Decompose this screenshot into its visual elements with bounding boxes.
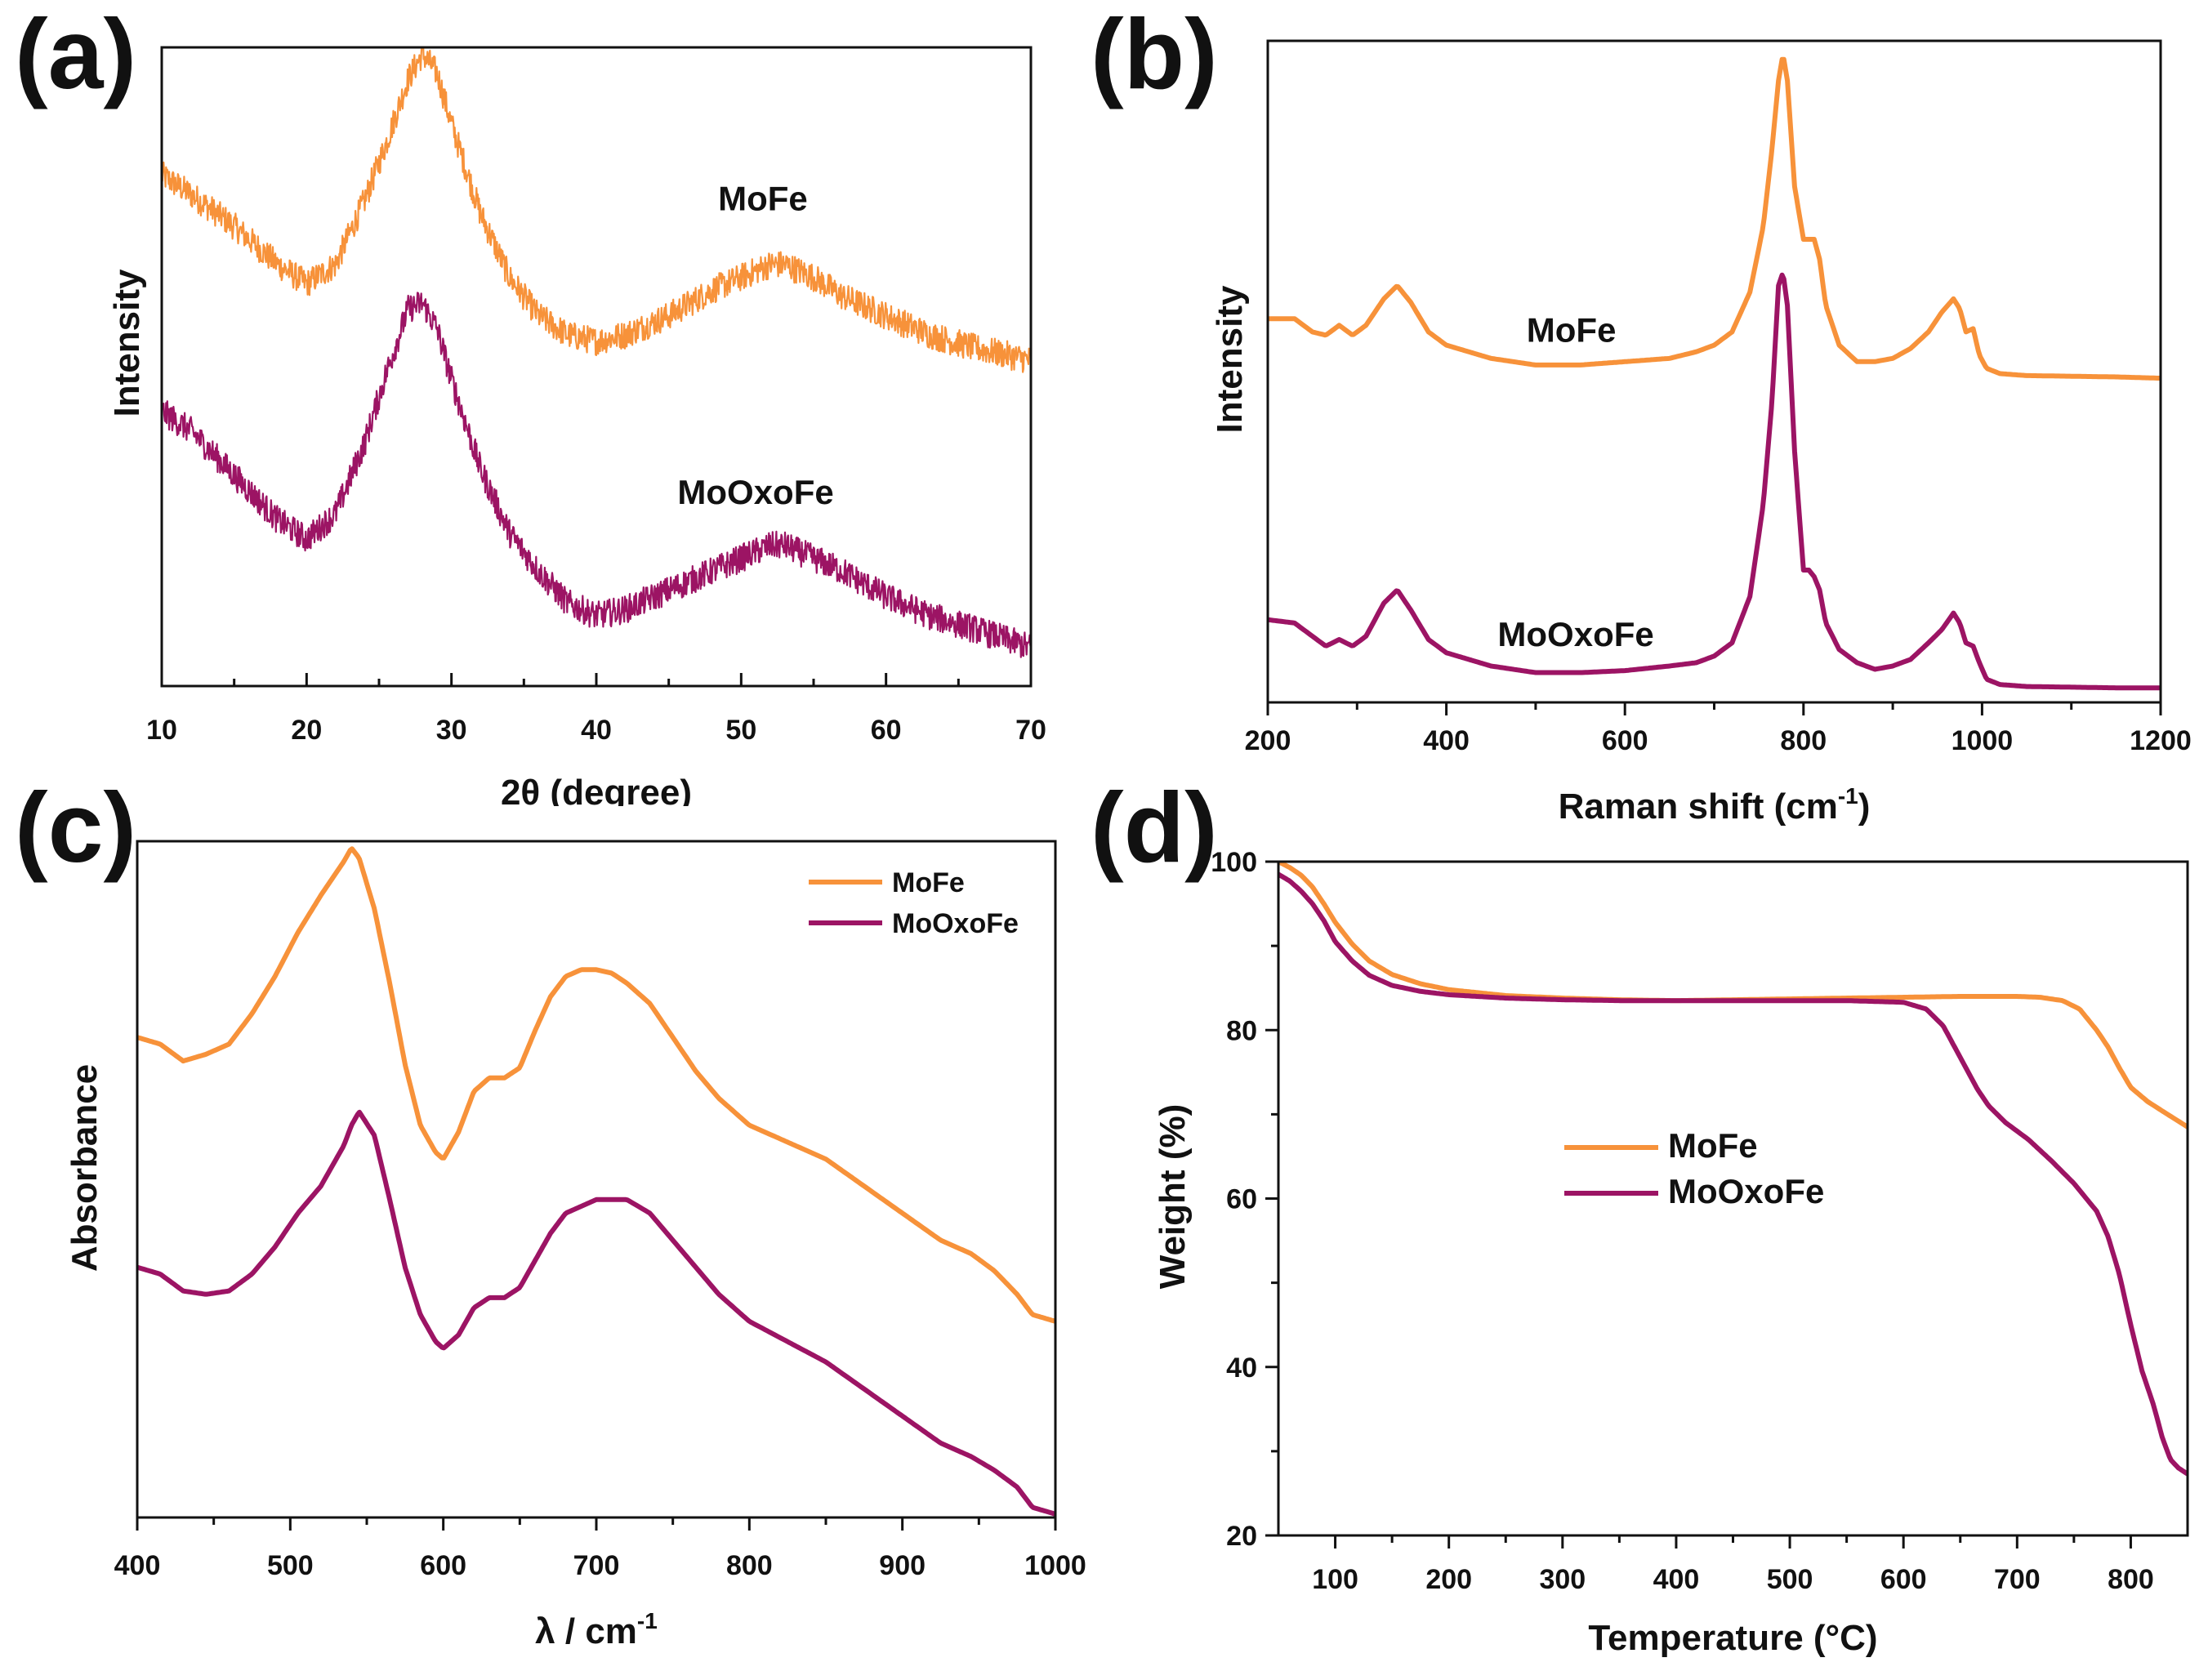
y-axis-label: Absorbance — [65, 1064, 105, 1272]
x-tick-label: 40 — [581, 715, 612, 746]
panel-a: (a) 10 20 30 40 50 60 70 2θ (degree) Intensity MoF… — [15, 0, 1064, 831]
x-tick-label: 900 — [879, 1550, 926, 1581]
y-axis-label: Weight (%) — [1153, 1104, 1193, 1290]
x-tick-label: 60 — [871, 715, 902, 746]
panel-b: (b) 200 400 600 800 1000 1200 Raman shift (cm-1… — [1091, 0, 2192, 827]
legend-label: MoFe — [892, 867, 965, 898]
x-tick-label: 30 — [436, 715, 467, 746]
x-tick-label: 400 — [1423, 725, 1470, 756]
x-tick-label: 70 — [1015, 715, 1046, 746]
legend-label: MoOxoFe — [1668, 1172, 1824, 1210]
series-line-mooxofe — [1268, 272, 2161, 691]
panel-label: (d) — [1091, 772, 1218, 883]
series-annotation: MoFe — [1527, 311, 1617, 350]
panel-label: (a) — [15, 0, 136, 109]
series-annotation: MoOxoFe — [677, 473, 833, 511]
x-tick-label: 500 — [267, 1550, 314, 1581]
x-axis-label-end: ) — [1858, 787, 1871, 827]
x-tick-label: 400 — [1653, 1564, 1700, 1595]
x-tick-label: 50 — [725, 715, 756, 746]
y-tick-label: 100 — [1211, 847, 1257, 878]
label-crop-mask — [129, 806, 1064, 831]
plot-frame — [1266, 39, 2162, 704]
series-line-mooxofe — [1278, 871, 2188, 1477]
x-axis-label: λ / cm-1 — [535, 1608, 658, 1651]
x-tick-label: 700 — [573, 1550, 620, 1581]
x-axis-label: Temperature (°C) — [1588, 1618, 1877, 1658]
x-tick-label: 100 — [1312, 1564, 1358, 1595]
series-line-mooxofe — [162, 292, 1031, 658]
y-axis-label: Intensity — [107, 269, 147, 417]
x-tick-label: 1200 — [2130, 725, 2192, 756]
panel-d: (d)100 200 300 400 500 600 700 80020406080100Te… — [1091, 772, 2189, 1658]
x-tick-label: 600 — [1602, 725, 1648, 756]
x-axis-label-superscript: -1 — [1838, 783, 1858, 809]
y-tick-label: 80 — [1226, 1015, 1257, 1046]
series-line-mofe — [162, 47, 1031, 373]
x-tick-label: 200 — [1245, 725, 1291, 756]
x-tick-label: 10 — [146, 715, 177, 746]
x-axis-label: 2θ (degree) — [501, 773, 692, 813]
x-tick-label: 1000 — [1952, 725, 2014, 756]
x-tick-label: 1000 — [1024, 1550, 1086, 1581]
x-axis-label-text: 2θ (degree) — [501, 773, 692, 813]
panel-label: (c) — [15, 772, 136, 883]
x-axis-label: Raman shift (cm-1) — [1559, 783, 1871, 827]
x-axis-label-text: Temperature (°C) — [1588, 1618, 1877, 1658]
x-tick-label: 400 — [114, 1550, 161, 1581]
panel-label: (b) — [1091, 0, 1218, 109]
x-tick-label: 20 — [291, 715, 322, 746]
x-tick-label: 600 — [420, 1550, 466, 1581]
x-axis-label-text: Raman shift (cm — [1559, 787, 1838, 827]
series-line-mooxofe — [137, 1109, 1055, 1517]
series-annotation: MoOxoFe — [1497, 615, 1653, 653]
x-tick-label: 800 — [726, 1550, 773, 1581]
panel-c: (c) 400 500 600 700 800 900 1000 λ / cm-1 Absorba… — [15, 772, 1086, 1651]
y-tick-label: 20 — [1226, 1521, 1257, 1552]
y-tick-label: 40 — [1226, 1352, 1257, 1384]
x-axis-label-superscript: -1 — [637, 1608, 658, 1633]
y-axis-label: Intensity — [1210, 285, 1250, 433]
legend-label: MoOxoFe — [892, 908, 1019, 939]
series-line-mofe — [137, 846, 1055, 1324]
x-tick-label: 800 — [2108, 1564, 2154, 1595]
y-tick-label: 60 — [1226, 1184, 1257, 1215]
x-tick-label: 700 — [1994, 1564, 2041, 1595]
x-tick-label: 600 — [1880, 1564, 1927, 1595]
series-line-mofe — [1278, 862, 2188, 1130]
x-tick-label: 300 — [1539, 1564, 1586, 1595]
series-annotation: MoFe — [718, 179, 808, 217]
legend-label: MoFe — [1668, 1126, 1758, 1165]
x-axis-label-text: λ / cm — [535, 1611, 637, 1651]
plot-frame — [136, 840, 1057, 1519]
series-line-mofe — [1268, 56, 2161, 381]
x-tick-label: 500 — [1767, 1564, 1813, 1595]
x-tick-label: 200 — [1425, 1564, 1472, 1595]
x-tick-label: 800 — [1780, 725, 1827, 756]
